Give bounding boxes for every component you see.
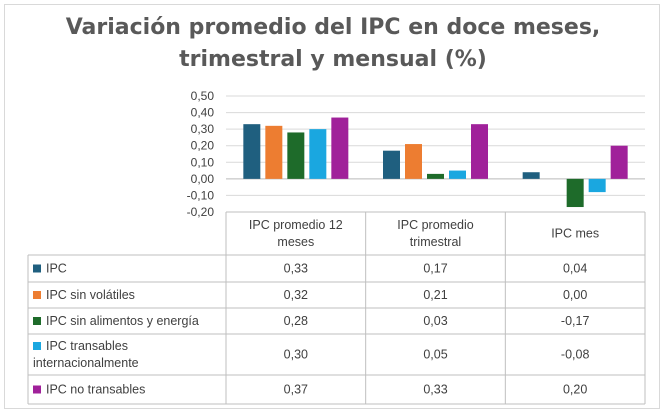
legend-key <box>33 291 41 299</box>
category-label: trimestral <box>410 235 461 249</box>
series-name: IPC sin volátiles <box>46 288 135 302</box>
legend-key <box>33 317 41 325</box>
legend-key <box>33 264 41 273</box>
data-value: 0,04 <box>563 262 587 276</box>
series-name: IPC sin alimentos y energía <box>46 314 199 328</box>
bar <box>566 178 584 208</box>
bar <box>265 125 283 179</box>
bar <box>309 129 327 179</box>
bar <box>383 150 400 179</box>
data-value: 0,32 <box>284 288 308 302</box>
y-tick-label: 0,40 <box>191 106 215 120</box>
series-name: IPC no transables <box>46 383 145 397</box>
bar <box>588 178 606 193</box>
bar <box>331 117 349 179</box>
data-value: 0,33 <box>284 262 308 276</box>
bar <box>405 144 422 179</box>
data-value: 0,37 <box>284 383 308 397</box>
data-value: 0,00 <box>563 288 587 302</box>
data-value: 0,03 <box>423 314 447 328</box>
legend-key <box>33 342 41 350</box>
chart-title-line2: trimestral y mensual (%) <box>179 47 487 72</box>
y-tick-label: 0,20 <box>191 139 215 153</box>
y-tick-label: -0,10 <box>187 188 215 202</box>
data-value: 0,21 <box>423 288 447 302</box>
chart-title: Variación promedio del IPC en doce meses… <box>0 12 666 76</box>
y-tick-label: 0,30 <box>191 122 215 136</box>
data-value: 0,28 <box>284 314 308 328</box>
bar <box>471 124 488 179</box>
data-value: 0,30 <box>284 348 308 362</box>
data-value: 0,17 <box>423 262 447 276</box>
bar <box>610 145 628 179</box>
y-tick-label: 0,00 <box>191 172 215 186</box>
y-tick-label: 0,50 <box>191 89 215 103</box>
chart-frame <box>4 4 660 409</box>
data-value: 0,20 <box>563 383 587 397</box>
data-value: 0,33 <box>423 383 447 397</box>
bar <box>287 132 305 179</box>
data-value: -0,08 <box>561 348 590 362</box>
series-name: IPC <box>46 262 67 276</box>
chart-title-line1: Variación promedio del IPC en doce meses… <box>65 15 601 40</box>
category-label: IPC promedio 12 <box>249 218 343 232</box>
legend-key <box>33 385 41 394</box>
category-label: IPC promedio <box>397 218 473 232</box>
y-tick-label: -0,20 <box>187 205 215 219</box>
data-value: 0,05 <box>423 348 447 362</box>
bar <box>522 172 540 179</box>
bar <box>243 124 261 179</box>
data-value: -0,17 <box>561 314 590 328</box>
category-label: meses <box>277 235 314 249</box>
y-tick-label: 0,10 <box>191 155 215 169</box>
bar <box>427 173 444 179</box>
category-label: IPC mes <box>551 227 599 241</box>
series-name: internacionalmente <box>33 356 139 370</box>
bar <box>449 170 466 179</box>
series-name: IPC transables <box>46 339 128 353</box>
